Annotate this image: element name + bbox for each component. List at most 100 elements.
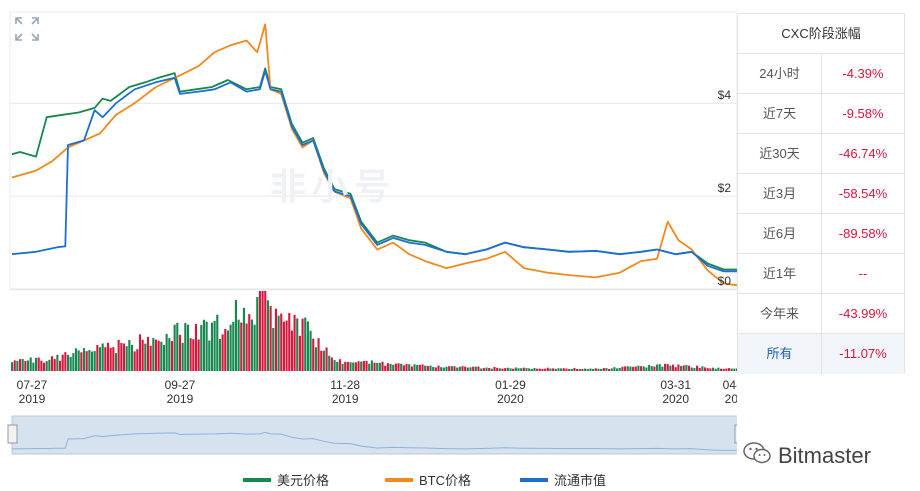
volume-bar — [176, 322, 179, 371]
expand-icon[interactable] — [14, 16, 40, 42]
volume-bar — [520, 368, 523, 371]
volume-bar — [32, 362, 35, 371]
volume-bar — [733, 368, 736, 371]
volume-bar — [11, 362, 14, 371]
volume-bar — [626, 366, 629, 371]
legend-swatch — [520, 477, 548, 482]
volume-bar — [282, 321, 285, 371]
volume-bar — [453, 366, 456, 371]
volume-bar — [216, 314, 219, 371]
x-tick-year: 2019 — [19, 392, 46, 406]
volume-bar — [474, 366, 477, 371]
volume-bar — [552, 368, 555, 371]
volume-bar — [709, 368, 712, 371]
volume-bar — [642, 366, 645, 371]
chart-frame — [9, 11, 737, 291]
period-change-value: -43.99% — [838, 306, 888, 321]
series-line — [11, 69, 737, 273]
volume-bar — [576, 369, 579, 371]
volume-bar — [74, 348, 78, 371]
volume-bar — [234, 299, 237, 371]
volume-bar — [386, 363, 389, 371]
volume-bar — [426, 366, 429, 371]
legend-item-market-cap[interactable]: 流通市值 — [520, 470, 606, 489]
volume-bar — [517, 368, 520, 371]
legend-label: BTC价格 — [419, 473, 472, 488]
volume-bar — [496, 367, 499, 371]
volume-bar — [616, 368, 619, 371]
volume-bar — [402, 365, 405, 371]
volume-bar — [522, 367, 525, 371]
period-row[interactable]: 近3月 -58.54% — [738, 174, 904, 214]
volume-bar — [506, 367, 509, 371]
volume-bar — [613, 367, 616, 371]
legend: 美元价格 BTC价格 流通市值 — [0, 470, 737, 488]
volume-bar — [333, 360, 336, 371]
volume-bar — [677, 364, 680, 371]
volume-bar — [189, 338, 192, 371]
volume-bar — [274, 308, 277, 371]
period-label: 近30天 — [738, 134, 822, 173]
volume-bar — [56, 354, 59, 371]
volume-bar — [152, 338, 155, 371]
volume-bar — [544, 368, 547, 371]
period-row[interactable]: 近1年 -- — [738, 254, 904, 294]
volume-bar — [45, 361, 48, 371]
volume-bar — [618, 368, 621, 371]
volume-bar — [584, 368, 587, 371]
x-tick-date: 09-27 — [165, 378, 196, 392]
volume-bar — [296, 318, 299, 371]
y-tick-label: $0 — [718, 274, 732, 288]
period-row[interactable]: 今年来 -43.99% — [738, 294, 904, 334]
period-row[interactable]: 近30天 -46.74% — [738, 134, 904, 174]
volume-bar — [600, 369, 603, 371]
legend-item-usd-price[interactable]: 美元价格 — [243, 470, 329, 489]
period-row[interactable]: 近7天 -9.58% — [738, 94, 904, 134]
price-chart: $0$2$4 07-27201909-27201911-28201901-292… — [7, 11, 737, 455]
volume-bar — [658, 364, 661, 371]
volume-bar — [629, 366, 632, 371]
volume-bar — [405, 363, 408, 371]
volume-bar — [568, 368, 571, 371]
volume-bar — [344, 361, 347, 371]
volume-bar — [410, 366, 413, 371]
volume-bar — [546, 367, 549, 371]
volume-bar — [714, 368, 717, 371]
volume-bar — [632, 366, 635, 371]
grid-lines — [10, 102, 737, 290]
volume-bar — [680, 365, 683, 371]
volume-bar — [122, 343, 126, 371]
period-row[interactable]: 24小时 -4.39% — [738, 54, 904, 94]
volume-bar — [178, 334, 182, 371]
volume-bar — [34, 357, 38, 371]
volume-bar — [650, 366, 653, 371]
period-rows: 24小时 -4.39% 近7天 -9.58% 近30天 -46.74% 近3月 -58.54%… — [738, 54, 904, 374]
volume-bar — [162, 344, 166, 371]
volume-bar — [16, 360, 19, 371]
volume-bar — [253, 324, 256, 371]
volume-bar — [85, 351, 88, 371]
volume-bar — [360, 361, 363, 371]
range-navigator[interactable] — [7, 415, 737, 455]
volume-bar — [482, 368, 485, 371]
volume-bar — [112, 347, 115, 371]
volume-bar — [101, 343, 104, 371]
volume-bars — [11, 291, 737, 371]
volume-bar — [461, 366, 464, 371]
legend-item-btc-price[interactable]: BTC价格 — [385, 470, 471, 489]
volume-bar — [373, 362, 376, 371]
period-row[interactable]: 近6月 -89.58% — [738, 214, 904, 254]
period-change-value: -4.39% — [842, 66, 884, 81]
volume-bar — [429, 365, 432, 371]
period-change-value: -9.58% — [842, 106, 884, 121]
period-row[interactable]: 所有 -11.07% — [738, 334, 904, 374]
volume-bar — [224, 328, 227, 371]
volume-bar — [424, 365, 427, 371]
volume-bar — [458, 366, 461, 371]
volume-bar — [450, 366, 453, 371]
period-label: 近6月 — [738, 214, 822, 253]
volume-bar — [525, 368, 528, 371]
x-tick-year: 2019 — [332, 392, 359, 406]
volume-bar — [352, 362, 355, 371]
volume-bar — [306, 321, 309, 371]
